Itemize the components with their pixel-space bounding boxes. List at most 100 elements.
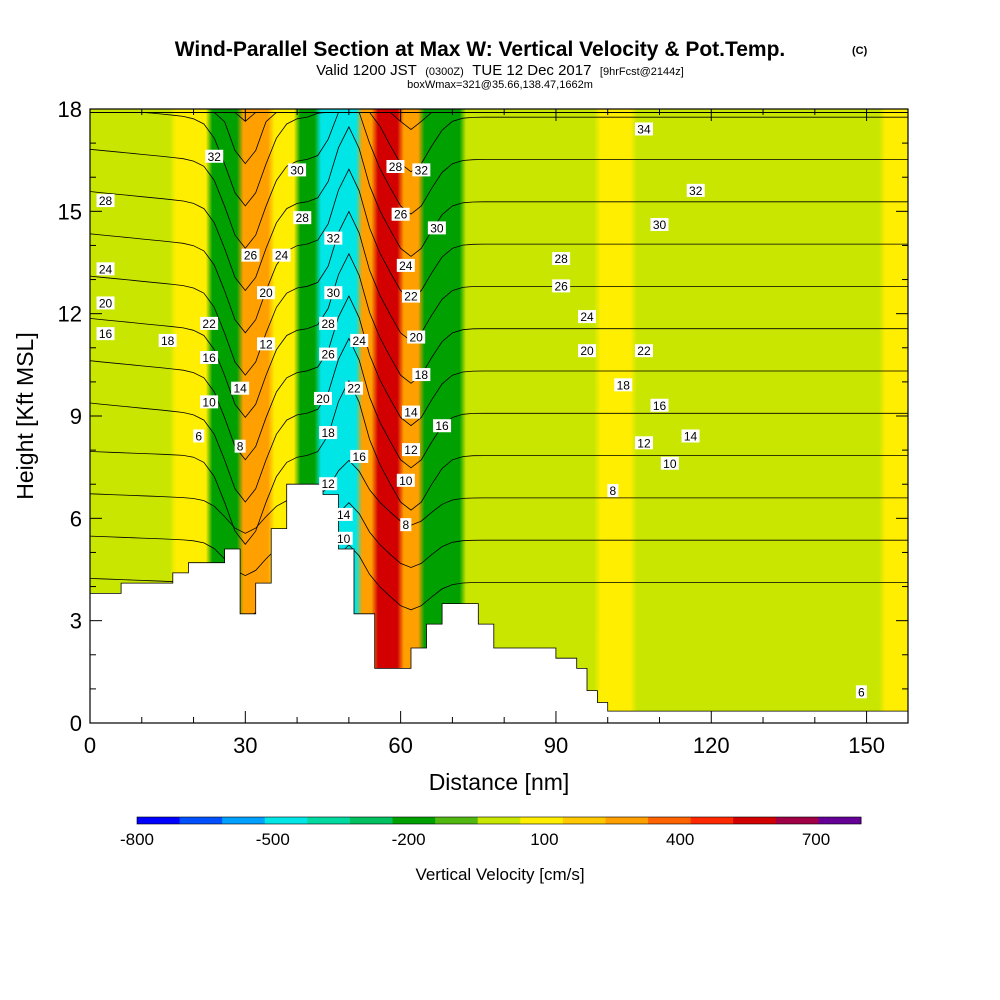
colorbar-tick-label: 400 [666,830,694,849]
contour-label: 28 [296,211,310,225]
x-tick-label: 120 [693,733,730,758]
contour-label: 26 [244,249,258,263]
colorbar-tick-label: 700 [802,830,830,849]
colorbar-swatch [264,817,308,824]
colorbar-swatch [562,817,606,824]
theta-contour-line [90,379,908,545]
contour-label-bg [257,286,276,300]
x-axis-label: Distance [nm] [429,769,570,795]
contour-label: 32 [208,150,222,164]
colorbar-swatch [137,817,181,824]
contour-label: 22 [347,382,361,396]
theta-contour-labels: 34 32 30 28 26 24 22 20 18 16 14 12 10 8 6 32 30 28 28 26 24… [96,122,867,699]
contour-label-bg [319,477,338,491]
contour-label-bg [350,333,369,347]
contour-label: 20 [316,392,330,406]
contour-label: 22 [202,317,216,331]
y-tick-label: 6 [70,506,82,531]
contour-label: 24 [580,310,594,324]
colorbar-tick-label: 100 [530,830,558,849]
contour-label-bg [578,310,597,324]
contour-label-bg [241,248,260,262]
contour-label-bg [634,436,653,450]
contour-label-bg [345,381,364,395]
contour-label-bg [96,327,115,341]
contour-label: 30 [653,218,667,232]
theta-contour-line [90,125,908,292]
contour-label-bg [205,149,224,163]
contour-label-bg [614,378,633,392]
contour-label-bg [96,194,115,208]
contour-label-bg [96,296,115,310]
contour-label: 24 [353,334,367,348]
contour-label: 30 [430,221,444,235]
contour-label: 6 [195,429,202,443]
contour-label-bg [319,316,338,330]
contour-label: 22 [637,344,651,358]
contour-label-bg [401,443,420,457]
colorbar-tick-label: -800 [120,830,154,849]
contour-label-bg [401,289,420,303]
contour-label-bg [634,344,653,358]
subtitle-forecast: [9hrFcst@2144z] [600,66,684,78]
contour-label-bg [855,685,867,699]
contour-label: 12 [404,443,418,457]
contour-label-bg [324,231,343,245]
subtitle-utc: (0300Z) [425,66,464,78]
x-tick-label: 90 [544,733,568,758]
contour-label: 12 [321,477,335,491]
colorbar-swatch [775,817,819,824]
contour-label: 24 [99,262,113,276]
colorbar: -800 -500 -200 100 400 700 [120,816,862,849]
contour-label-bg [234,439,246,453]
contour-label-bg [350,449,369,463]
contour-label-bg [650,398,669,412]
theta-contour-line [90,112,908,207]
contour-label: 22 [404,290,418,304]
contour-label-bg [293,211,312,225]
contour-label: 16 [99,327,113,341]
contour-label-bg [200,395,219,409]
colorbar-swatch [605,817,649,824]
contour-label-bg [231,381,250,395]
x-axis: 0 30 60 90 120 150 [84,109,885,758]
colorbar-frame [136,816,862,825]
contour-label-bg [396,473,415,487]
contour-label: 10 [663,457,677,471]
contour-label-bg [686,183,705,197]
contour-label: 28 [554,252,568,266]
contour-label-bg [396,258,415,272]
colorbar-swatch [222,817,266,824]
contour-label-bg [96,262,115,276]
chart-title-mark: (C) [852,45,868,57]
chart-subtitle: Valid 1200 JST (0300Z) TUE 12 Dec 2017 [… [316,62,684,79]
contour-label: 14 [337,508,351,522]
contour-label: 14 [404,406,418,420]
theta-contour-line [90,168,908,334]
contour-label: 10 [202,395,216,409]
contour-label: 18 [617,378,631,392]
contour-label: 28 [99,194,113,208]
subtitle-date: TUE 12 Dec 2017 [472,62,591,79]
contour-label: 10 [399,474,413,488]
contour-label: 18 [161,334,175,348]
contour-label: 16 [202,351,216,365]
contour-label-bg [193,429,205,443]
contour-label: 14 [684,429,698,443]
theta-contour-line [90,112,908,249]
contour-label: 30 [290,163,304,177]
contour-label: 20 [580,344,594,358]
contour-label-bg [272,248,291,262]
y-tick-label: 9 [70,404,82,429]
contour-label: 18 [321,426,335,440]
contour-label-bg [158,333,177,347]
contour-label: 12 [259,337,273,351]
contour-label: 26 [554,279,568,293]
theta-contour-line [90,252,908,419]
contour-label-bg [681,429,700,443]
contour-label: 28 [389,160,403,174]
y-axis: 0 3 6 9 12 15 18 [58,97,908,736]
contour-label-bg [552,279,571,293]
theta-contour-line [90,295,908,461]
